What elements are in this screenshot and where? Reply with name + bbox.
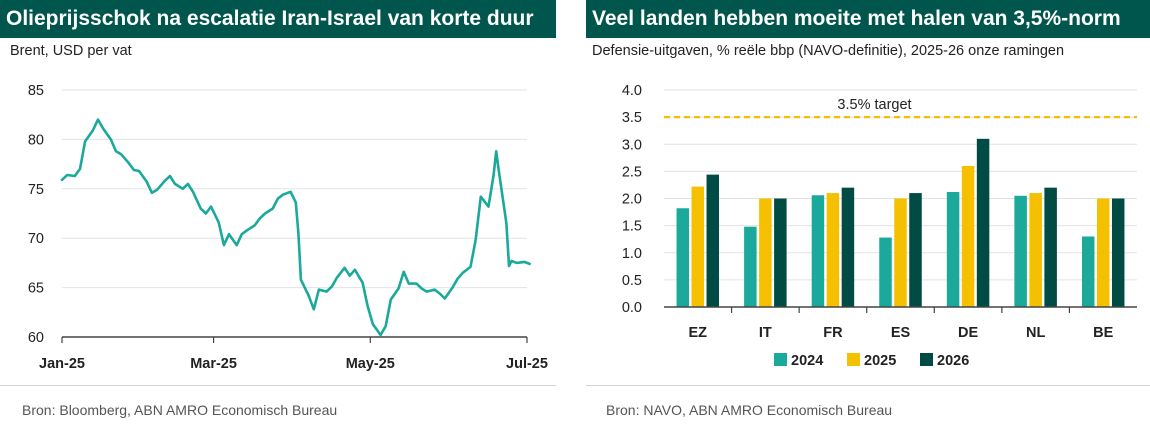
oil-x-tick-label: Mar-25 [190, 356, 237, 372]
oil-chart-title: Olieprijsschok na escalatie Iran-Israel … [0, 0, 556, 38]
bar-es-2025 [894, 198, 907, 307]
defense-y-tick-label: 4.0 [622, 83, 642, 99]
bar-fr-2025 [826, 193, 840, 307]
oil-y-tick-label: 85 [28, 83, 44, 99]
defense-x-tick-label: BE [1093, 325, 1113, 341]
legend-label-2025: 2025 [864, 353, 896, 369]
bar-be-2026 [1111, 198, 1125, 307]
bar-fr-2024 [811, 195, 825, 307]
legend-label-2024: 2024 [791, 353, 823, 369]
bar-be-2025 [1096, 198, 1110, 307]
defense-spending-chart: 0.0 0.5 1.0 1.5 2.0 2.5 3.0 3.5 4.0 EZ IT FR ES DE NL B… [622, 83, 1137, 369]
bar-ez-2024 [676, 208, 690, 307]
oil-price-chart: 60 65 70 75 80 85 Jan-25 Mar-25 May-25 Jul-25 [28, 83, 548, 372]
bar-be-2024 [1081, 236, 1095, 307]
defense-y-tick-label: 3.0 [622, 137, 642, 153]
oil-x-tick-label: Jan-25 [39, 356, 85, 372]
defense-x-tick-label: ES [891, 325, 911, 341]
bar-es-2024 [879, 237, 892, 307]
defense-chart-title: Veel landen hebben moeite met halen van … [586, 0, 1150, 38]
bar-es-2026 [909, 193, 922, 307]
bar-nl-2024 [1014, 195, 1027, 307]
defense-chart-source: Bron: NAVO, ABN AMRO Economisch Bureau [606, 402, 893, 418]
oil-x-tick-label: Jul-25 [506, 356, 548, 372]
defense-footer-divider [586, 385, 1150, 386]
brent-price-line [60, 118, 531, 337]
legend-swatch-2024 [774, 353, 787, 366]
bar-nl-2026 [1044, 187, 1057, 307]
oil-y-tick-label: 70 [28, 231, 44, 247]
oil-y-tick-label: 65 [28, 281, 44, 297]
bar-ez-2026 [706, 174, 720, 307]
defense-y-tick-label: 0.0 [622, 300, 642, 316]
defense-x-tick-label: IT [759, 325, 772, 341]
target-label: 3.5% target [837, 97, 911, 113]
bar-ez-2025 [691, 186, 705, 307]
defense-y-tick-label: 1.5 [622, 219, 642, 235]
bar-fr-2026 [841, 187, 855, 307]
defense-y-tick-label: 2.0 [622, 192, 642, 208]
legend-swatch-2025 [847, 353, 860, 366]
defense-spending-panel: Veel landen hebben moeite met halen van … [582, 0, 1150, 427]
oil-y-tick-label: 60 [28, 330, 44, 346]
oil-y-tick-label: 80 [28, 132, 44, 148]
oil-y-tick-label: 75 [28, 182, 44, 198]
defense-chart-subtitle: Defensie-uitgaven, % reële bbp (NAVO-def… [592, 43, 1065, 59]
defense-x-tick-label: FR [823, 325, 843, 341]
defense-x-tick-label: DE [958, 325, 978, 341]
bar-it-2025 [759, 198, 772, 307]
defense-y-tick-label: 3.5 [622, 110, 642, 126]
bar-it-2024 [744, 226, 757, 307]
oil-x-tick-label: May-25 [346, 356, 395, 372]
defense-x-tick-label: NL [1026, 325, 1045, 341]
legend-label-2026: 2026 [937, 353, 969, 369]
defense-y-tick-label: 0.5 [622, 273, 642, 289]
bar-de-2024 [946, 191, 960, 307]
bar-de-2026 [976, 138, 990, 307]
defense-y-tick-label: 1.0 [622, 246, 642, 262]
oil-price-panel: Olieprijsschok na escalatie Iran-Israel … [0, 0, 560, 427]
oil-footer-divider [0, 385, 556, 386]
bar-it-2026 [774, 198, 787, 307]
bar-de-2025 [961, 165, 975, 307]
defense-x-tick-label: EZ [689, 325, 708, 341]
oil-chart-source: Bron: Bloomberg, ABN AMRO Economisch Bur… [22, 402, 338, 418]
defense-y-tick-label: 2.5 [622, 164, 642, 180]
oil-chart-subtitle: Brent, USD per vat [10, 43, 132, 59]
bar-nl-2025 [1029, 193, 1042, 307]
legend-swatch-2026 [920, 353, 933, 366]
